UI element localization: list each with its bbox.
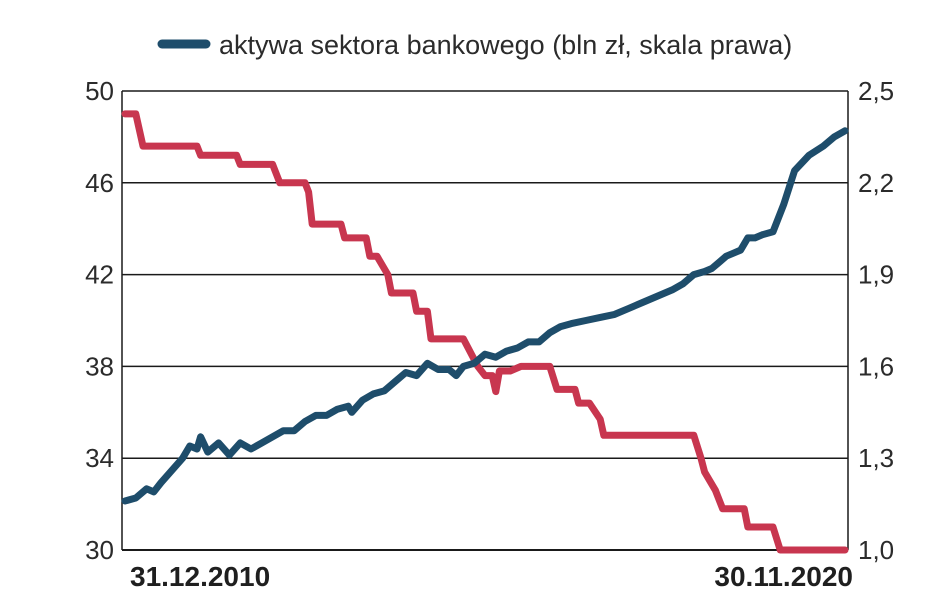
left-tick-label: 50 (85, 76, 114, 106)
left-tick-label: 46 (85, 168, 114, 198)
series-line-left (121, 110, 849, 554)
legend-label: aktywa sektora bankowego (bln zł, skala … (219, 30, 792, 60)
legend: aktywa sektora bankowego (bln zł, skala … (157, 30, 792, 60)
right-tick-label: 1,9 (858, 260, 894, 290)
left-tick-label: 42 (85, 260, 114, 290)
series-line-assets (121, 127, 849, 505)
left-tick-label: 34 (85, 443, 114, 473)
right-tick-label: 1,0 (858, 535, 894, 565)
right-axis: 1,0 1,3 1,6 1,9 2,2 2,5 (858, 76, 894, 565)
right-tick-label: 1,3 (858, 443, 894, 473)
x-start-label: 31.12.2010 (130, 561, 270, 592)
x-end-label: 30.11.2020 (714, 561, 853, 592)
right-tick-label: 2,5 (858, 76, 894, 106)
left-tick-label: 38 (85, 351, 114, 381)
right-tick-label: 1,6 (858, 351, 894, 381)
left-axis: 30 34 38 42 46 50 (85, 76, 114, 565)
left-tick-label: 30 (85, 535, 114, 565)
right-tick-label: 2,2 (858, 168, 894, 198)
plot-frame (121, 90, 849, 551)
series-layer (121, 110, 849, 554)
grid (122, 182, 848, 459)
